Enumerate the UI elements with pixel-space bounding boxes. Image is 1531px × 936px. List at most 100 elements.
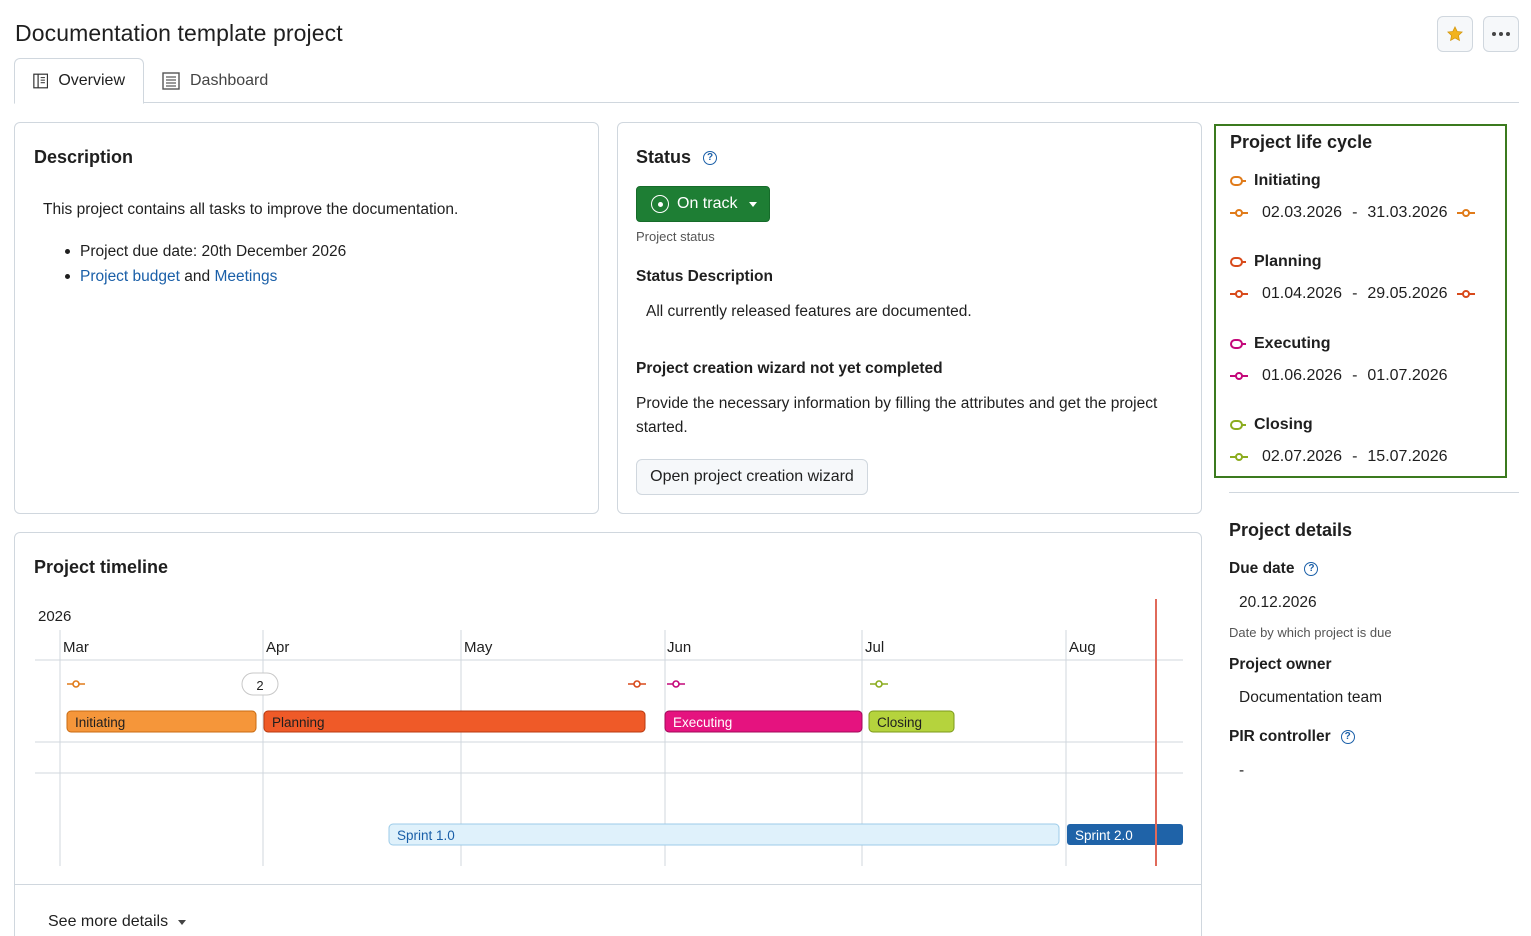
phase-icon <box>1230 339 1246 349</box>
description-list: Project due date: 20th December 2026 Pro… <box>65 239 346 289</box>
project-budget-link[interactable]: Project budget <box>80 268 180 285</box>
section-divider <box>1229 492 1519 493</box>
lifecycle-phase-closing[interactable]: Closing 02.07.2026 - 15.07.2026 <box>1230 416 1457 466</box>
pir-controller-label-text: PIR controller <box>1229 728 1331 745</box>
see-more-details-button[interactable]: See more details <box>48 913 187 931</box>
description-text: This project contains all tasks to impro… <box>43 201 459 218</box>
month-label: Apr <box>266 639 289 656</box>
help-icon[interactable]: ? <box>703 150 718 165</box>
month-label: Mar <box>63 639 89 656</box>
and-text: and <box>184 268 211 285</box>
page-title: Documentation template project <box>15 20 343 46</box>
description-card: Description This project contains all ta… <box>14 122 599 514</box>
help-icon[interactable]: ? <box>1340 730 1355 744</box>
milestone-closing[interactable] <box>870 680 888 688</box>
overview-icon <box>33 73 49 89</box>
month-label: Jul <box>865 639 884 656</box>
phase-bar-label: Executing <box>673 715 732 730</box>
star-icon <box>1447 26 1463 42</box>
timeline-card: Project timeline 2026 Mar Apr May Jun Ju… <box>14 532 1202 936</box>
due-date-label-text: Due date <box>1229 560 1295 577</box>
phase-bar-planning[interactable]: Planning <box>263 710 646 733</box>
phase-icon <box>1230 257 1246 267</box>
tab-overview-label: Overview <box>58 72 125 89</box>
timeline-title: Project timeline <box>34 557 169 577</box>
phase-name: Initiating <box>1254 172 1321 189</box>
sprint-bar-2[interactable]: Sprint 2.0 <box>1067 824 1183 845</box>
phase-end-date: 29.05.2026 <box>1367 285 1448 302</box>
status-caption: Project status <box>636 229 715 244</box>
lifecycle-phase-initiating[interactable]: Initiating 02.03.2026 - 31.03.2026 <box>1230 172 1476 222</box>
milestone-initiating[interactable] <box>67 680 85 688</box>
phase-start-date: 02.03.2026 <box>1262 204 1343 221</box>
due-date-value: 20.12.2026 <box>1239 594 1317 611</box>
date-separator: - <box>1352 448 1358 465</box>
date-separator: - <box>1352 285 1358 302</box>
status-card: Status ? On track Project status Status … <box>617 122 1202 514</box>
milestone-executing[interactable] <box>667 680 685 688</box>
project-owner-value: Documentation team <box>1239 689 1383 706</box>
project-lifecycle-panel: Project life cycle Initiating 02.03.2026… <box>1214 124 1507 478</box>
phase-end-date: 01.07.2026 <box>1367 367 1448 384</box>
phase-icon <box>1230 420 1246 430</box>
project-details-title: Project details <box>1229 520 1353 540</box>
status-description-label: Status Description <box>636 268 773 285</box>
more-options-button[interactable] <box>1483 16 1519 52</box>
month-label: May <box>464 639 493 656</box>
phase-bar-initiating[interactable]: Initiating <box>66 710 257 733</box>
phase-start-date: 01.06.2026 <box>1262 367 1343 384</box>
date-separator: - <box>1352 367 1358 384</box>
phase-bar-executing[interactable]: Executing <box>664 710 863 733</box>
project-owner-label: Project owner <box>1229 656 1332 674</box>
phase-end-date: 31.03.2026 <box>1367 204 1448 221</box>
tab-dashboard-label: Dashboard <box>190 71 269 89</box>
phase-icon <box>1230 176 1246 186</box>
list-item: Project budget and Meetings <box>65 264 346 289</box>
wizard-title: Project creation wizard not yet complete… <box>636 360 943 377</box>
cluster-count: 2 <box>256 678 263 693</box>
phase-end-date: 15.07.2026 <box>1367 448 1448 465</box>
phase-bar-closing[interactable]: Closing <box>868 710 955 733</box>
status-dropdown[interactable]: On track <box>636 186 770 222</box>
help-icon[interactable]: ? <box>1304 562 1319 576</box>
phase-name: Executing <box>1254 335 1331 352</box>
sprint-label: Sprint 1.0 <box>397 828 455 843</box>
due-date-bullet: Project due date: 20th December 2026 <box>80 243 347 260</box>
open-wizard-button[interactable]: Open project creation wizard <box>636 459 868 495</box>
milestone-planning-end[interactable] <box>628 680 646 688</box>
tab-overview[interactable]: Overview <box>14 58 144 104</box>
description-title: Description <box>34 147 134 167</box>
status-title: Status <box>636 147 692 167</box>
list-item: Project due date: 20th December 2026 <box>65 239 346 264</box>
status-value: On track <box>677 195 738 212</box>
pir-controller-value: - <box>1239 762 1245 779</box>
phase-bar-label: Closing <box>877 715 922 730</box>
chevron-down-icon <box>749 201 758 207</box>
project-owner-label-text: Project owner <box>1229 656 1332 673</box>
tab-dashboard[interactable]: Dashboard <box>144 58 286 103</box>
see-more-label: See more details <box>48 913 169 930</box>
phase-start-icon <box>1230 209 1248 217</box>
more-horizontal-icon <box>1492 32 1510 36</box>
meetings-link[interactable]: Meetings <box>214 268 278 285</box>
tab-bar: Overview Dashboard <box>14 58 1519 104</box>
phase-name: Planning <box>1254 253 1322 270</box>
phase-start-icon <box>1230 453 1248 461</box>
favorite-button[interactable] <box>1437 16 1473 52</box>
chevron-down-icon <box>178 919 187 925</box>
lifecycle-phase-planning[interactable]: Planning 01.04.2026 - 29.05.2026 <box>1230 253 1476 303</box>
phase-start-icon <box>1230 290 1248 298</box>
due-date-hint: Date by which project is due <box>1229 625 1392 640</box>
milestone-cluster[interactable]: 2 <box>241 672 279 696</box>
phase-bar-label: Planning <box>272 715 325 730</box>
sprint-label: Sprint 2.0 <box>1075 828 1133 843</box>
lifecycle-title: Project life cycle <box>1230 132 1373 152</box>
phase-name: Closing <box>1254 416 1313 433</box>
pir-controller-label: PIR controller ? <box>1229 728 1355 746</box>
phase-end-icon <box>1457 290 1476 298</box>
wizard-text: Provide the necessary information by fil… <box>636 395 1158 436</box>
status-header: Status ? <box>636 147 718 168</box>
phase-start-date: 01.04.2026 <box>1262 285 1343 302</box>
sprint-bar-1[interactable]: Sprint 1.0 <box>388 823 1060 846</box>
lifecycle-phase-executing[interactable]: Executing 01.06.2026 - 01.07.2026 <box>1230 335 1457 385</box>
